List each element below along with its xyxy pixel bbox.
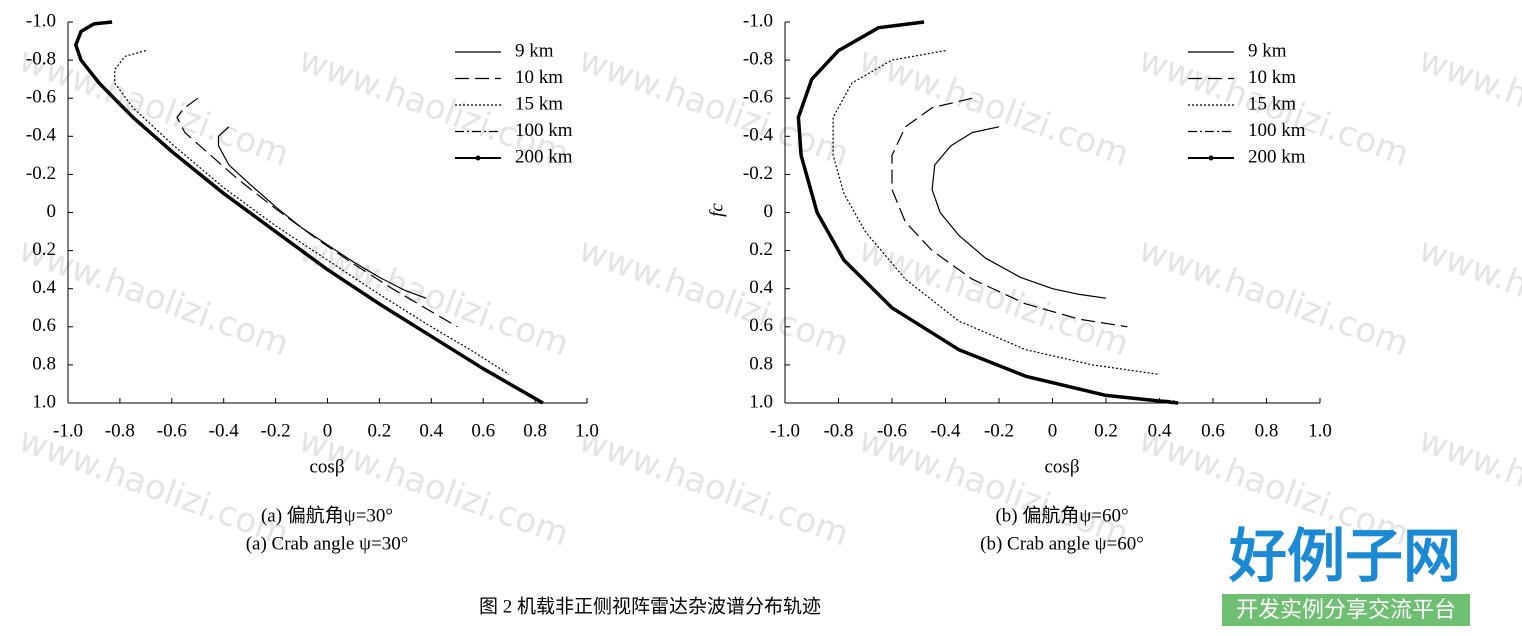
legend-label: 10 km <box>515 67 563 88</box>
legend-label: 15 km <box>515 93 563 114</box>
x-tick-label: 1.0 <box>575 420 599 441</box>
y-tick-label: -0.2 <box>26 163 56 184</box>
series-line <box>176 97 458 328</box>
x-tick-label: 0.8 <box>1255 420 1279 441</box>
y-tick-label: 1.0 <box>32 391 56 412</box>
x-axis-label: cosβ <box>310 456 345 477</box>
caption: (a) Crab angle ψ=30° <box>246 533 409 554</box>
y-tick-label: 0.4 <box>749 277 773 298</box>
x-tick-label: -0.6 <box>157 420 187 441</box>
y-tick-label: 0 <box>764 201 774 222</box>
legend-marker <box>1208 155 1214 161</box>
series-line <box>931 126 1107 299</box>
y-tick-label: -1.0 <box>743 10 773 31</box>
y-tick-label: -0.2 <box>743 163 773 184</box>
y-axis-label: fc <box>706 203 727 217</box>
watermark: www.haolizi.com <box>1134 230 1414 365</box>
series-line <box>832 50 1160 375</box>
x-tick-label: 0 <box>323 420 333 441</box>
watermark: www.haolizi.com <box>1414 230 1522 365</box>
x-tick-label: 1.0 <box>1308 420 1332 441</box>
y-tick-label: -0.6 <box>743 87 773 108</box>
y-tick-label: 0.4 <box>32 277 56 298</box>
watermark: www.haolizi.com <box>854 40 1134 175</box>
legend-label: 9 km <box>1248 40 1287 61</box>
legend-marker <box>475 155 481 161</box>
x-tick-label: -0.2 <box>984 420 1014 441</box>
x-tick-label: 0.4 <box>419 420 443 441</box>
legend-label: 15 km <box>1248 93 1296 114</box>
y-tick-label: 0.8 <box>32 353 56 374</box>
caption: (b) 偏航角ψ=60° <box>995 504 1128 526</box>
watermark: www.haolizi.com <box>574 40 854 175</box>
y-tick-label: 0.6 <box>32 315 56 336</box>
figure-caption: 图 2 机载非正侧视阵雷达杂波谱分布轨迹 <box>479 595 821 617</box>
logo-band <box>1222 594 1470 626</box>
x-tick-label: 0.2 <box>368 420 392 441</box>
x-tick-label: 0.8 <box>523 420 547 441</box>
watermark: www.haolizi.com <box>1414 40 1522 175</box>
logo-subtitle: 开发实例分享交流平台 <box>1236 598 1456 623</box>
x-axis-label: cosβ <box>1045 456 1080 477</box>
series-line <box>114 50 510 375</box>
x-tick-label: -0.8 <box>105 420 135 441</box>
legend-label: 100 km <box>1248 120 1306 141</box>
y-tick-label: 1.0 <box>749 391 773 412</box>
y-tick-label: 0.8 <box>749 353 773 374</box>
x-tick-label: -0.4 <box>930 420 961 441</box>
x-tick-label: -0.2 <box>261 420 291 441</box>
watermark: www.haolizi.com <box>574 230 854 365</box>
legend-label: 200 km <box>1248 146 1306 167</box>
y-tick-label: -0.6 <box>26 87 56 108</box>
y-tick-label: -0.4 <box>743 125 774 146</box>
x-tick-label: 0.6 <box>1201 420 1225 441</box>
series-line <box>74 20 544 405</box>
watermark: www.haolizi.com <box>854 230 1134 365</box>
x-tick-label: 0.2 <box>1094 420 1118 441</box>
y-tick-label: 0.2 <box>749 239 773 260</box>
y-tick-label: 0.6 <box>749 315 773 336</box>
y-tick-label: -0.4 <box>26 125 57 146</box>
legend-label: 200 km <box>515 146 573 167</box>
x-tick-label: -1.0 <box>770 420 800 441</box>
y-tick-label: -0.8 <box>26 48 56 69</box>
caption: (a) 偏航角ψ=30° <box>261 504 393 526</box>
series-line <box>891 97 1128 328</box>
y-tick-label: 0.2 <box>32 239 56 260</box>
x-tick-label: -0.6 <box>877 420 907 441</box>
legend-label: 9 km <box>515 40 554 61</box>
x-tick-label: -1.0 <box>53 420 83 441</box>
x-tick-label: 0.6 <box>471 420 495 441</box>
y-tick-label: -0.8 <box>743 48 773 69</box>
legend-label: 100 km <box>515 120 573 141</box>
logo-title: 好例子网 <box>1228 522 1461 590</box>
y-tick-label: 0 <box>47 201 57 222</box>
x-tick-label: -0.4 <box>209 420 240 441</box>
caption: (b) Crab angle ψ=60° <box>980 533 1144 554</box>
x-tick-label: 0 <box>1048 420 1058 441</box>
series-line <box>796 20 1179 405</box>
x-tick-label: 0.4 <box>1148 420 1172 441</box>
x-tick-label: -0.8 <box>823 420 853 441</box>
y-tick-label: -1.0 <box>26 10 56 31</box>
legend-label: 10 km <box>1248 67 1296 88</box>
series-line <box>217 126 427 299</box>
watermark: www.haolizi.com <box>574 420 854 555</box>
